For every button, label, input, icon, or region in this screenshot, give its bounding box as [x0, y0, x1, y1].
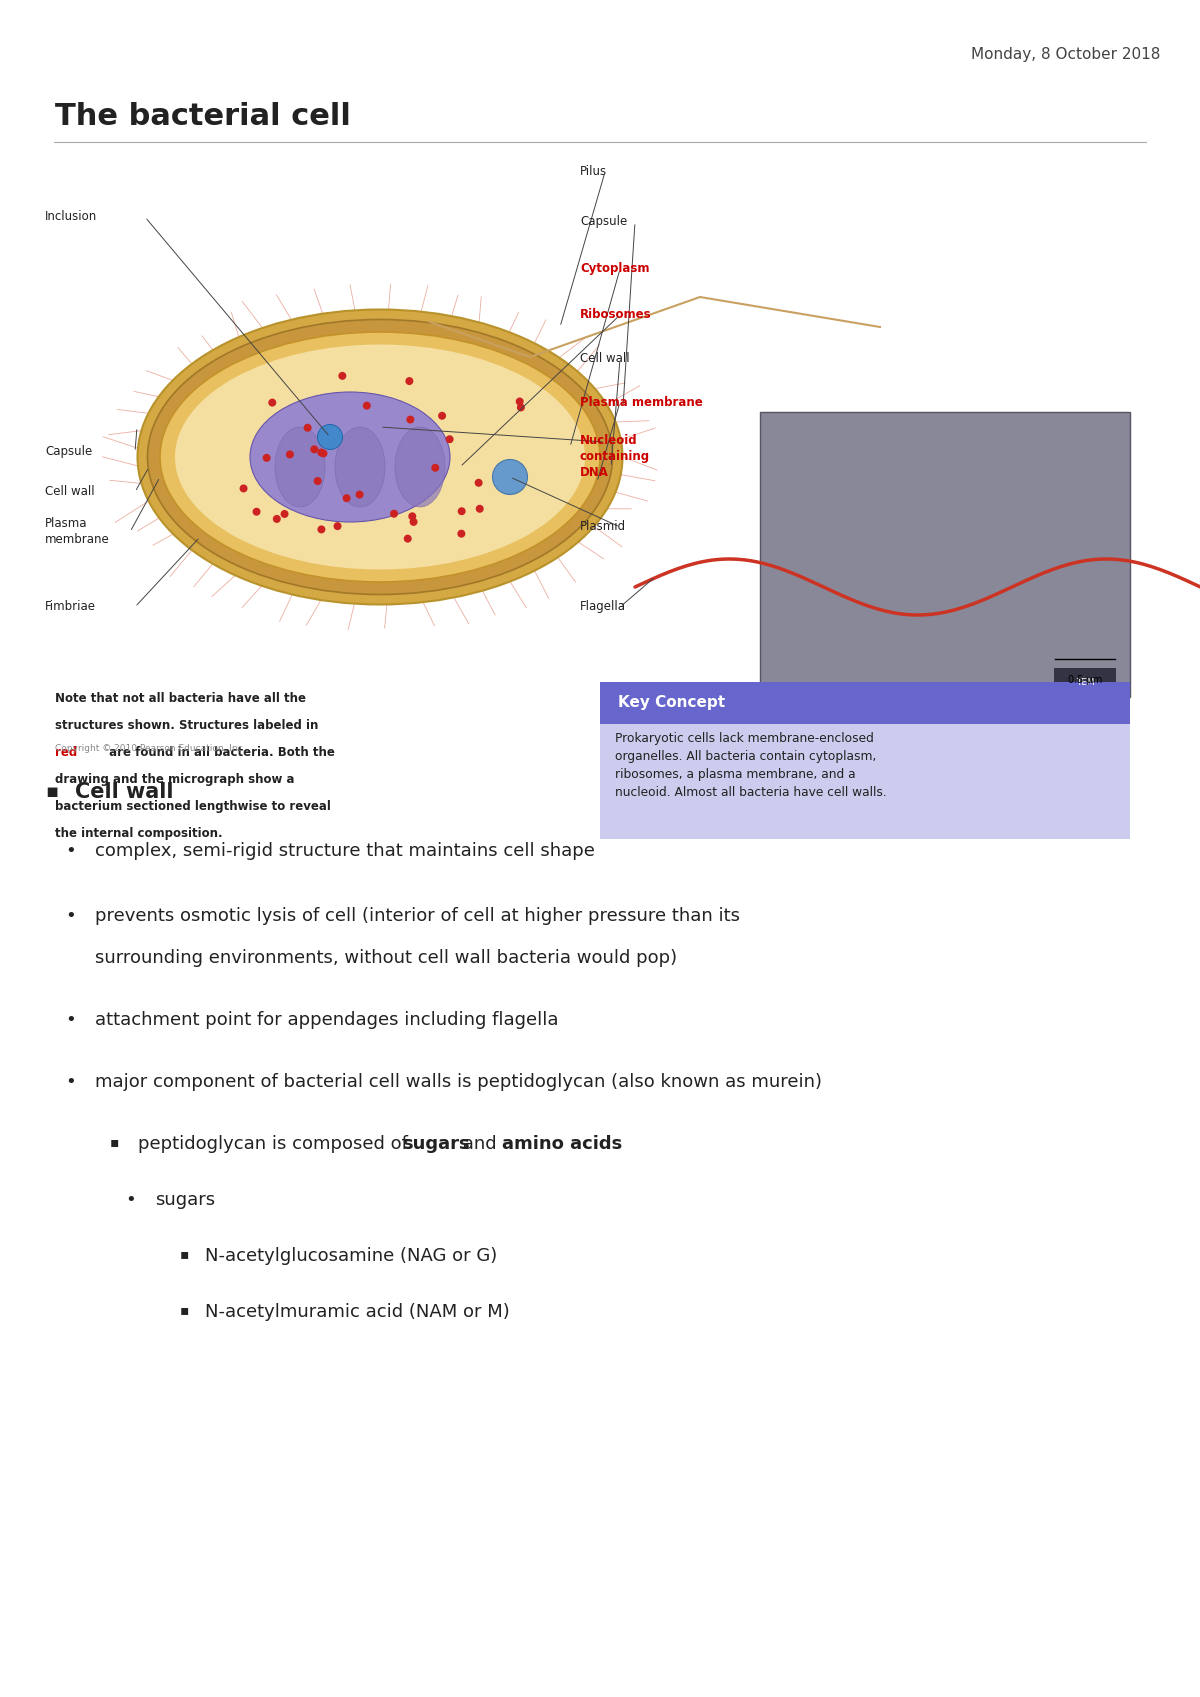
Text: Capsule: Capsule: [580, 216, 628, 229]
FancyBboxPatch shape: [1054, 669, 1116, 697]
Text: peptidoglycan is composed of: peptidoglycan is composed of: [138, 1135, 414, 1152]
Text: bacterium sectioned lengthwise to reveal: bacterium sectioned lengthwise to reveal: [55, 799, 331, 813]
Ellipse shape: [516, 397, 523, 406]
Ellipse shape: [148, 319, 612, 594]
FancyBboxPatch shape: [760, 412, 1130, 697]
Ellipse shape: [406, 377, 413, 385]
Ellipse shape: [311, 445, 318, 453]
Ellipse shape: [475, 479, 482, 487]
Text: attachment point for appendages including flagella: attachment point for appendages includin…: [95, 1011, 558, 1028]
Text: Note that not all bacteria have all the: Note that not all bacteria have all the: [55, 692, 306, 704]
Text: ▪: ▪: [180, 1303, 190, 1317]
Text: Cell wall: Cell wall: [46, 485, 95, 499]
Text: •: •: [125, 1191, 136, 1208]
Text: Cell wall: Cell wall: [74, 782, 174, 803]
Text: •: •: [65, 1011, 76, 1028]
FancyBboxPatch shape: [600, 725, 1130, 838]
Ellipse shape: [272, 514, 281, 523]
Text: Fimbriae: Fimbriae: [46, 601, 96, 614]
Text: TEM: TEM: [1075, 679, 1094, 687]
Ellipse shape: [355, 490, 364, 499]
Ellipse shape: [334, 523, 342, 529]
Text: amino acids: amino acids: [502, 1135, 623, 1152]
Ellipse shape: [407, 416, 414, 424]
Ellipse shape: [281, 511, 288, 518]
Ellipse shape: [390, 509, 398, 518]
Text: Nucleoid
containing
DNA: Nucleoid containing DNA: [580, 434, 650, 480]
Text: 0.5 μm: 0.5 μm: [1068, 675, 1102, 686]
Ellipse shape: [240, 484, 247, 492]
Ellipse shape: [313, 477, 322, 485]
Text: drawing and the micrograph show a: drawing and the micrograph show a: [55, 774, 294, 786]
FancyBboxPatch shape: [46, 158, 1160, 742]
Text: Prokaryotic cells lack membrane-enclosed
organelles. All bacteria contain cytopl: Prokaryotic cells lack membrane-enclosed…: [616, 731, 887, 799]
Text: Copyright © 2010 Pearson Education, Inc.: Copyright © 2010 Pearson Education, Inc.: [55, 743, 246, 753]
Text: Key Concept: Key Concept: [618, 696, 725, 711]
Ellipse shape: [160, 333, 600, 582]
Ellipse shape: [408, 512, 416, 521]
Ellipse shape: [250, 392, 450, 523]
Ellipse shape: [457, 507, 466, 516]
Ellipse shape: [252, 507, 260, 516]
Text: the internal composition.: the internal composition.: [55, 826, 223, 840]
Text: Flagella: Flagella: [580, 601, 626, 614]
Ellipse shape: [362, 402, 371, 409]
Text: red: red: [55, 747, 77, 759]
FancyBboxPatch shape: [600, 682, 1130, 725]
Text: The bacterial cell: The bacterial cell: [55, 102, 350, 131]
Text: •: •: [65, 842, 76, 860]
Ellipse shape: [431, 463, 439, 472]
Text: Cell wall: Cell wall: [580, 353, 630, 365]
Text: Cytoplasm: Cytoplasm: [580, 263, 649, 275]
Ellipse shape: [338, 372, 347, 380]
Text: Monday, 8 October 2018: Monday, 8 October 2018: [971, 48, 1160, 63]
Text: N-acetylglucosamine (NAG or G): N-acetylglucosamine (NAG or G): [205, 1247, 497, 1264]
Ellipse shape: [286, 450, 294, 458]
Text: sugars: sugars: [402, 1135, 469, 1152]
Text: surrounding environments, without cell wall bacteria would pop): surrounding environments, without cell w…: [95, 949, 677, 967]
Text: Plasma
membrane: Plasma membrane: [46, 518, 109, 546]
Text: structures shown. Structures labeled in: structures shown. Structures labeled in: [55, 720, 318, 731]
Text: Ribosomes: Ribosomes: [580, 309, 652, 321]
Ellipse shape: [492, 460, 528, 494]
Ellipse shape: [138, 309, 623, 604]
Text: sugars: sugars: [155, 1191, 215, 1208]
Ellipse shape: [445, 434, 454, 443]
Text: ▪: ▪: [110, 1135, 119, 1149]
Ellipse shape: [475, 504, 484, 512]
Ellipse shape: [263, 453, 271, 462]
Ellipse shape: [457, 529, 466, 538]
Ellipse shape: [317, 448, 325, 456]
Ellipse shape: [343, 494, 350, 502]
Text: are found in all bacteria. Both the: are found in all bacteria. Both the: [106, 747, 335, 759]
Text: Capsule: Capsule: [46, 446, 92, 458]
Ellipse shape: [517, 404, 524, 411]
Text: Inclusion: Inclusion: [46, 210, 97, 224]
Ellipse shape: [319, 450, 328, 458]
Text: ▪: ▪: [180, 1247, 190, 1261]
Ellipse shape: [318, 424, 342, 450]
Text: •: •: [65, 1073, 76, 1091]
Text: Plasma membrane: Plasma membrane: [580, 395, 703, 409]
Text: complex, semi-rigid structure that maintains cell shape: complex, semi-rigid structure that maint…: [95, 842, 595, 860]
Ellipse shape: [304, 424, 312, 431]
Text: N-acetylmuramic acid (NAM or M): N-acetylmuramic acid (NAM or M): [205, 1303, 510, 1320]
Ellipse shape: [175, 344, 586, 570]
Ellipse shape: [395, 428, 445, 507]
Text: ▪: ▪: [46, 782, 59, 801]
Ellipse shape: [409, 518, 418, 526]
Ellipse shape: [317, 526, 325, 533]
Ellipse shape: [403, 535, 412, 543]
Text: prevents osmotic lysis of cell (interior of cell at higher pressure than its: prevents osmotic lysis of cell (interior…: [95, 906, 740, 925]
Text: Pilus: Pilus: [580, 166, 607, 178]
Text: and: and: [456, 1135, 502, 1152]
Ellipse shape: [269, 399, 276, 407]
Text: major component of bacterial cell walls is peptidoglycan (also known as murein): major component of bacterial cell walls …: [95, 1073, 822, 1091]
Ellipse shape: [335, 428, 385, 507]
Ellipse shape: [275, 428, 325, 507]
Ellipse shape: [438, 412, 446, 419]
Text: •: •: [65, 906, 76, 925]
Text: Plasmid: Plasmid: [580, 521, 626, 533]
